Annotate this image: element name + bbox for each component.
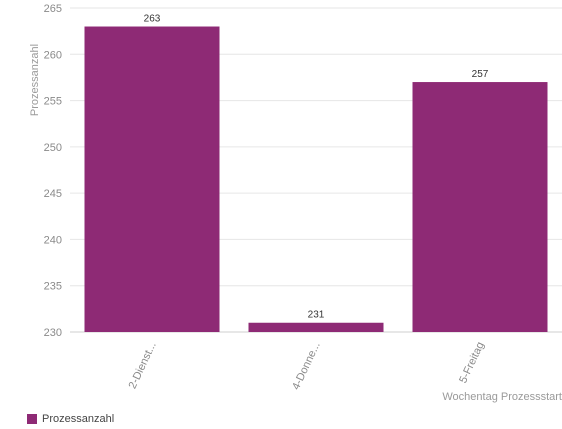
y-tick-label: 260 <box>44 49 62 61</box>
bar[interactable] <box>248 322 384 332</box>
bar-value-label: 231 <box>308 310 325 321</box>
y-tick-label: 265 <box>44 3 62 15</box>
y-axis-title: Prozessanzahl <box>29 44 41 116</box>
bar[interactable] <box>412 82 548 332</box>
bar-value-label: 257 <box>472 69 489 80</box>
x-axis-title: Wochentag Prozessstart <box>442 391 562 403</box>
legend-label: Prozessanzahl <box>42 413 115 425</box>
bars[interactable] <box>84 26 548 333</box>
y-tick-label: 250 <box>44 142 62 154</box>
bar-value-label: 263 <box>144 14 161 25</box>
x-tick-label: 5-Freitag <box>457 340 486 385</box>
legend[interactable]: Prozessanzahl <box>27 413 114 425</box>
legend-swatch <box>27 414 37 424</box>
y-tick-label: 255 <box>44 96 62 108</box>
y-tick-label: 230 <box>44 327 62 339</box>
y-tick-label: 235 <box>44 281 62 293</box>
x-axis-ticks: 2-Dienst... 4-Donne... 5-Freitag <box>127 340 487 392</box>
x-tick-label: 4-Donne... <box>290 340 323 392</box>
y-axis-ticks: 230 235 240 245 250 255 260 265 <box>44 3 62 339</box>
x-tick-label: 2-Dienst... <box>127 340 159 391</box>
data-labels: 263 231 257 <box>144 14 489 321</box>
y-tick-label: 240 <box>44 234 62 246</box>
y-tick-label: 245 <box>44 188 62 200</box>
bar[interactable] <box>84 26 220 333</box>
